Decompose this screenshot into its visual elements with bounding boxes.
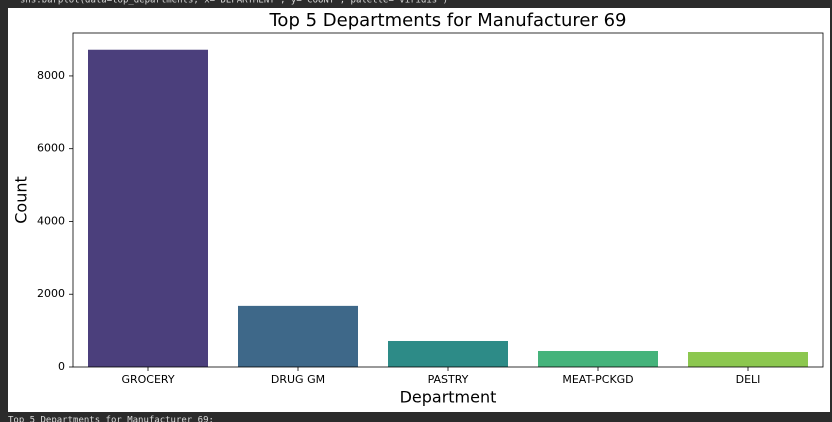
y-tick-label: 6000 (37, 142, 65, 155)
x-tick-label: DRUG GM (271, 373, 325, 386)
bar (88, 49, 208, 367)
x-tick-label: DELI (736, 373, 761, 386)
x-tick-label: GROCERY (121, 373, 174, 386)
y-tick-label: 8000 (37, 69, 65, 82)
y-axis-label: Count (12, 176, 31, 224)
bar (238, 305, 358, 367)
y-tick-label: 2000 (37, 287, 65, 300)
chart-title: Top 5 Departments for Manufacturer 69 (269, 10, 627, 31)
y-tick-label: 4000 (37, 214, 65, 227)
bar (538, 350, 658, 367)
x-tick-label: MEAT-PCKGD (562, 373, 633, 386)
bar (688, 352, 808, 367)
plot-frame (72, 32, 824, 368)
output-line: Top 5 Departments for Manufacturer 69: (8, 416, 214, 422)
bar (388, 340, 508, 367)
y-tick-label: 0 (58, 360, 65, 373)
x-axis-label: Department (400, 388, 497, 407)
code-line: sns.barplot(data=top_departments, x='DEP… (20, 0, 448, 6)
x-tick-label: PASTRY (428, 373, 469, 386)
